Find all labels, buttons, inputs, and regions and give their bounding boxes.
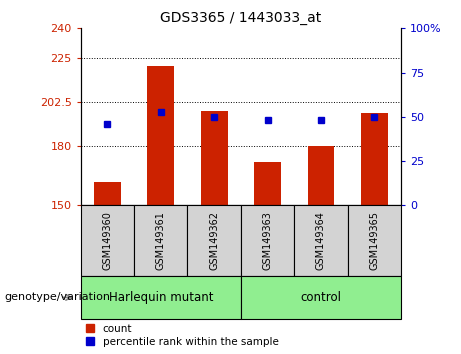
Bar: [94, 182, 121, 205]
Bar: [307, 146, 334, 205]
Bar: [241, 276, 401, 319]
Bar: [348, 205, 401, 276]
Text: GSM149363: GSM149363: [263, 211, 272, 270]
Bar: [188, 205, 241, 276]
Bar: [254, 162, 281, 205]
Bar: [81, 205, 134, 276]
Bar: [241, 205, 294, 276]
Text: GSM149362: GSM149362: [209, 211, 219, 270]
Text: genotype/variation: genotype/variation: [5, 292, 111, 302]
Text: GSM149361: GSM149361: [156, 211, 166, 270]
Text: GSM149364: GSM149364: [316, 211, 326, 270]
Bar: [361, 113, 388, 205]
Bar: [81, 276, 241, 319]
Legend: count, percentile rank within the sample: count, percentile rank within the sample: [86, 324, 278, 347]
Bar: [201, 111, 228, 205]
Title: GDS3365 / 1443033_at: GDS3365 / 1443033_at: [160, 11, 321, 24]
Text: control: control: [301, 291, 342, 304]
Text: GSM149365: GSM149365: [369, 211, 379, 270]
Bar: [294, 205, 348, 276]
Text: Harlequin mutant: Harlequin mutant: [108, 291, 213, 304]
Bar: [148, 66, 174, 205]
Text: GSM149360: GSM149360: [102, 211, 112, 270]
Bar: [134, 205, 188, 276]
